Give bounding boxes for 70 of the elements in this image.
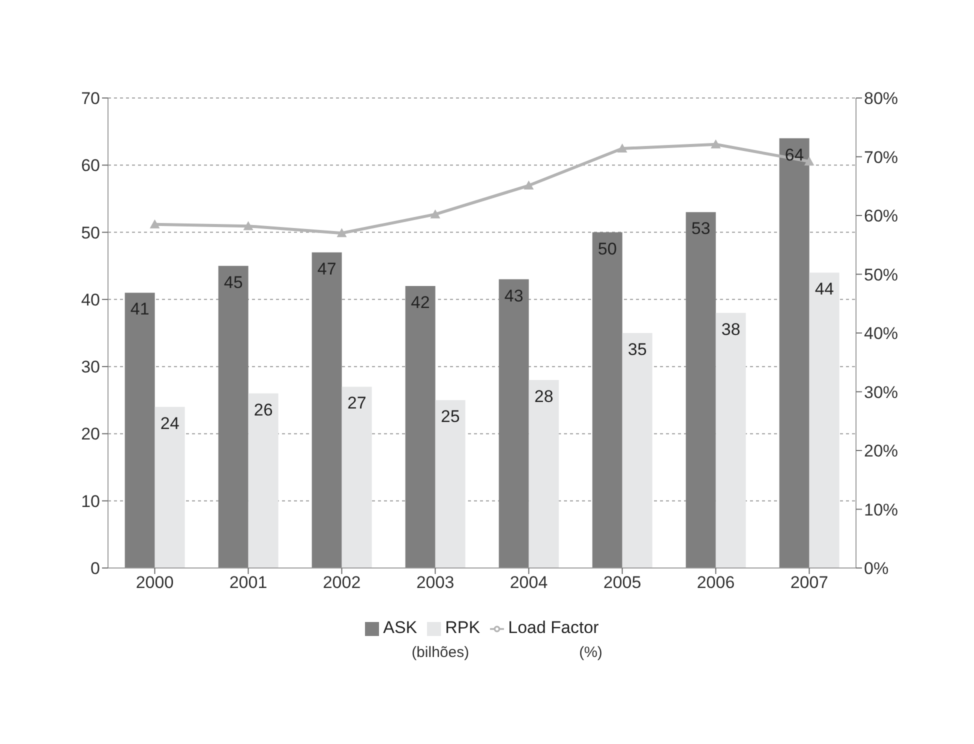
bar <box>809 272 840 568</box>
data-label: 64 <box>784 145 804 164</box>
y-tick-label: 0 <box>90 559 100 578</box>
x-tick-label: 2003 <box>416 573 454 592</box>
point <box>617 144 628 153</box>
data-label: 53 <box>691 219 710 238</box>
point <box>336 228 347 238</box>
data-label: 35 <box>628 340 647 359</box>
y2-tick-label: 0% <box>864 559 889 578</box>
data-label: 27 <box>347 394 366 413</box>
y-tick-label: 10 <box>81 492 100 511</box>
data-label: 25 <box>440 407 460 426</box>
y2-tick-label: 10% <box>864 500 898 520</box>
y2-tick-label: 60% <box>864 206 898 226</box>
data-label: 38 <box>721 320 740 339</box>
legend-label: ASK <box>383 618 418 637</box>
y-tick-label: 40 <box>81 290 100 310</box>
x-tick-label: 2007 <box>790 573 828 592</box>
bar <box>124 292 155 568</box>
point <box>710 139 721 148</box>
y2-tick-label: 40% <box>864 324 898 344</box>
y-tick-label: 70 <box>81 89 100 108</box>
y2-tick-label: 80% <box>864 89 898 108</box>
bar <box>312 252 342 568</box>
bar <box>716 312 746 568</box>
x-tick-label: 2005 <box>603 573 642 592</box>
bar <box>248 393 278 568</box>
bar <box>528 380 559 568</box>
point <box>804 156 814 166</box>
data-label: 24 <box>160 414 180 433</box>
x-tick-label: 2001 <box>229 573 268 592</box>
bar <box>592 232 622 568</box>
y2-tick-label: 20% <box>864 442 898 461</box>
y-tick-label: 30 <box>81 358 100 377</box>
data-label: 50 <box>598 239 617 258</box>
legend-label: Load Factor <box>508 618 599 637</box>
bar <box>405 286 436 568</box>
data-label: 28 <box>534 387 554 406</box>
y2-tick-label: 30% <box>864 382 898 402</box>
bar <box>154 406 185 568</box>
data-label: 44 <box>814 280 834 299</box>
x-tick-label: 2000 <box>136 573 174 592</box>
data-label: 47 <box>317 259 336 278</box>
text: (%) <box>579 644 602 661</box>
y2-tick-label: 50% <box>864 265 898 284</box>
data-label: 45 <box>224 272 243 292</box>
y-tick-label: 50 <box>81 223 100 242</box>
x-tick-label: 2002 <box>322 573 361 592</box>
data-label: 43 <box>504 286 524 306</box>
bar <box>686 212 716 568</box>
data-label: 42 <box>410 293 430 312</box>
y2-tick-label: 70% <box>864 148 898 167</box>
data-label: 41 <box>130 300 150 319</box>
point <box>150 219 160 228</box>
point <box>524 180 534 190</box>
x-tick-label: 2006 <box>696 573 735 592</box>
bar <box>342 386 372 568</box>
legend-label: RPK <box>445 618 480 637</box>
y-tick-label: 60 <box>81 156 100 176</box>
bar <box>435 400 466 568</box>
text: (bilhões) <box>412 644 470 661</box>
bar <box>218 266 248 568</box>
bar <box>498 279 529 568</box>
y-tick-label: 20 <box>81 424 100 444</box>
bar <box>622 333 652 568</box>
data-label: 26 <box>254 400 273 420</box>
bar <box>779 138 810 568</box>
point <box>243 221 254 230</box>
point <box>430 209 440 218</box>
x-tick-label: 2004 <box>510 573 548 592</box>
